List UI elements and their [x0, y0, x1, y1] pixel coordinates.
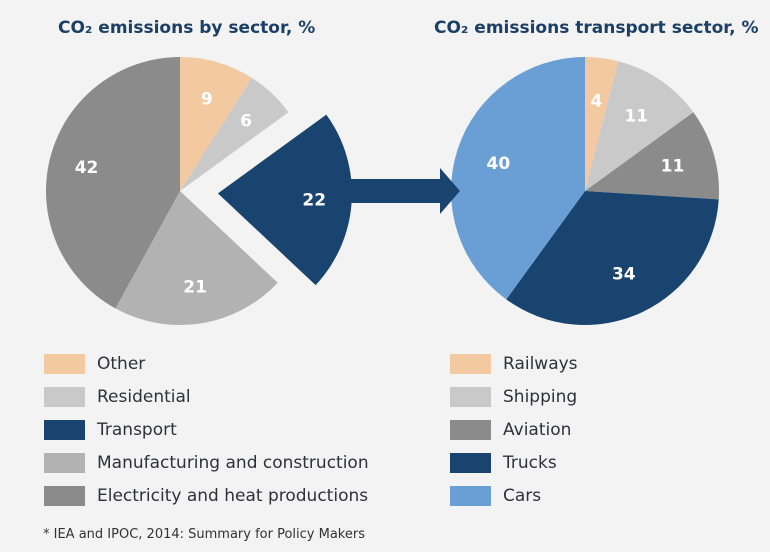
legend-item-residential: Residential: [44, 380, 369, 413]
legend-swatch: [450, 419, 491, 440]
data-label: 22: [302, 190, 326, 210]
pie-sectors: 9 6 22 21 42: [45, 57, 352, 325]
legend-swatch: [44, 353, 85, 374]
legend-swatch: [450, 452, 491, 473]
legend-swatch: [44, 452, 85, 473]
legend-transport: Railways Shipping Aviation Trucks Cars: [450, 347, 578, 512]
pie-slice-transport: [217, 114, 352, 286]
legend-sectors: Other Residential Transport Manufacturin…: [44, 347, 369, 512]
legend-label: Cars: [503, 485, 542, 506]
pie-slice-cars: [451, 56, 585, 300]
legend-item-electricity: Electricity and heat productions: [44, 479, 369, 512]
pie-slice-electricity-and-heat-productions: [45, 57, 180, 309]
legend-label: Electricity and heat productions: [97, 485, 369, 506]
legend-label: Transport: [97, 419, 177, 440]
chart-title-sectors: CO₂ emissions by sector, %: [58, 18, 316, 38]
legend-swatch: [450, 353, 491, 374]
legend-swatch: [44, 419, 85, 440]
legend-swatch: [450, 485, 491, 506]
data-label: 4: [590, 92, 602, 112]
footnote: * IEA and IPOC, 2014: Summary for Policy…: [43, 527, 365, 542]
data-label: 11: [624, 107, 648, 127]
legend-item-railways: Railways: [450, 347, 578, 380]
legend-label: Other: [97, 353, 146, 374]
legend-swatch: [44, 386, 85, 407]
data-label: 11: [661, 157, 685, 177]
legend-label: Shipping: [503, 386, 578, 407]
legend-label: Manufacturing and construction: [97, 452, 369, 473]
legend-item-manufacturing: Manufacturing and construction: [44, 446, 369, 479]
legend-label: Residential: [97, 386, 191, 407]
data-label: 21: [183, 277, 207, 297]
legend-item-cars: Cars: [450, 479, 578, 512]
arrow-transport-breakdown: [343, 168, 460, 214]
legend-item-shipping: Shipping: [450, 380, 578, 413]
pie-slice-railways: [585, 57, 619, 191]
legend-label: Railways: [503, 353, 578, 374]
legend-item-transport: Transport: [44, 413, 369, 446]
data-label: 40: [487, 154, 511, 174]
pie-slice-other: [180, 57, 252, 191]
legend-swatch: [450, 386, 491, 407]
chart-title-transport: CO₂ emissions transport sector, %: [434, 18, 759, 38]
legend-item-other: Other: [44, 347, 369, 380]
legend-label: Trucks: [503, 452, 557, 473]
pie-slice-aviation: [585, 112, 719, 200]
legend-item-aviation: Aviation: [450, 413, 578, 446]
legend-label: Aviation: [503, 419, 572, 440]
data-label: 9: [201, 89, 213, 109]
data-label: 6: [240, 112, 252, 132]
legend-item-trucks: Trucks: [450, 446, 578, 479]
legend-swatch: [44, 485, 85, 506]
pie-slice-trucks: [506, 191, 719, 325]
pie-slice-residential: [180, 77, 289, 191]
pie-slice-shipping: [585, 61, 694, 192]
pie-transport: 4 11 11 34 40: [451, 56, 719, 325]
data-label: 34: [612, 264, 636, 284]
data-label: 42: [75, 158, 99, 178]
pie-slice-manufacturing-and-construction: [115, 191, 278, 325]
